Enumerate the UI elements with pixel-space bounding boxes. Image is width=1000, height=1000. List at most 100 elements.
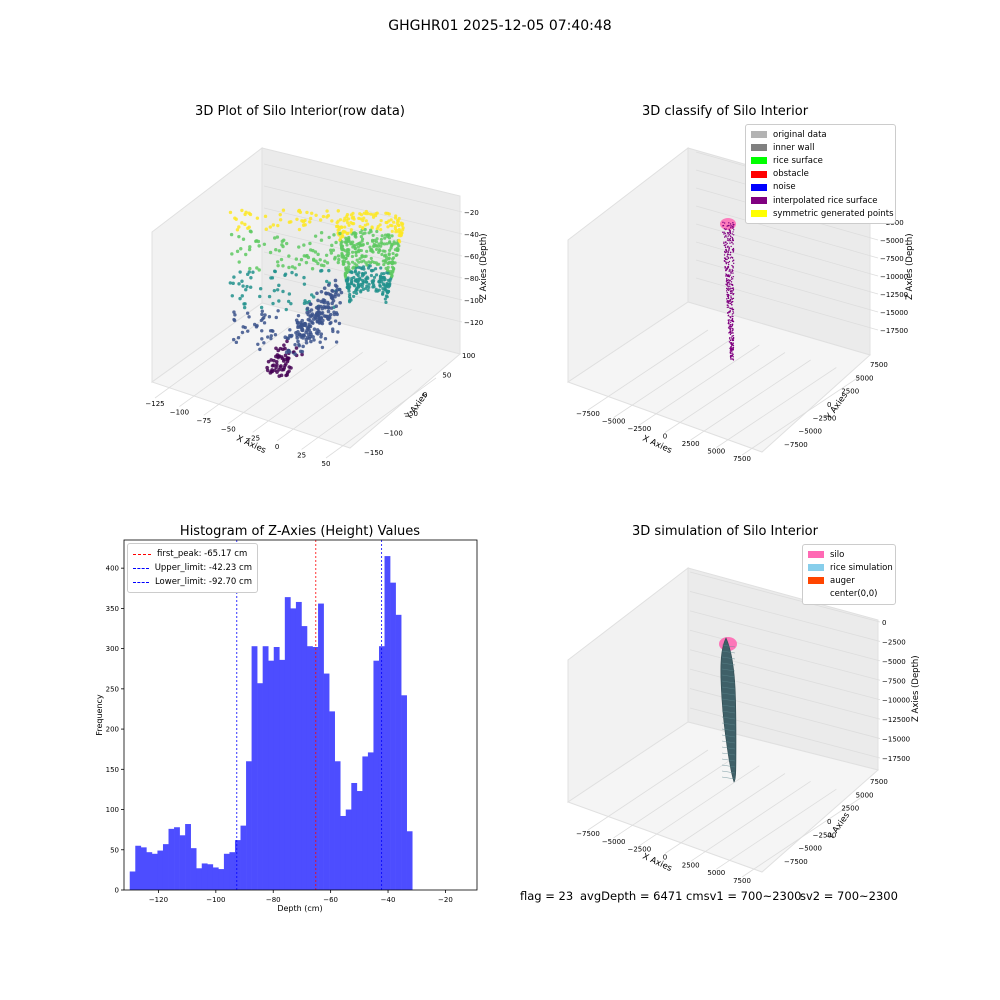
scatter-point	[297, 227, 302, 232]
histogram-legend-entry: Lower_limit: -92.70 cm	[133, 575, 252, 589]
scatter-point	[260, 309, 265, 313]
surface-point	[727, 256, 729, 259]
scatter-point	[346, 268, 350, 272]
scatter-point	[241, 237, 246, 241]
scatter-point	[371, 215, 376, 219]
surface-point	[726, 239, 729, 241]
scatter-point	[249, 276, 253, 280]
scatter-point	[385, 242, 389, 246]
scatter-point	[317, 319, 322, 324]
scatter-point	[362, 259, 366, 263]
axis-tick-label: 2500	[841, 805, 859, 813]
surface-point	[731, 241, 733, 244]
scatter-point	[381, 290, 385, 294]
scatter-point	[260, 312, 264, 317]
scatter-point	[381, 282, 386, 286]
surface-point	[726, 278, 728, 281]
scatter-point	[370, 225, 374, 229]
scatter-point	[347, 223, 351, 227]
scatter-point	[364, 286, 368, 291]
legend-entry: center(0,0)	[808, 588, 890, 601]
axis-tick-label: −120	[464, 319, 483, 327]
surface-point	[729, 307, 732, 310]
scatter-point	[276, 263, 280, 268]
scatter-point	[366, 212, 370, 216]
scatter-point	[329, 248, 333, 252]
legend-entry: rice surface	[751, 154, 890, 167]
scatter-point	[380, 234, 384, 238]
scatter-point	[377, 248, 381, 252]
scatter-point	[337, 287, 342, 292]
axis-tick-label: 0	[423, 391, 427, 399]
histogram-bar	[229, 852, 236, 890]
histogram-bar	[151, 853, 158, 890]
surface-point	[727, 235, 730, 237]
scatter-point	[234, 340, 239, 345]
scatter-point	[366, 288, 370, 292]
scatter-point	[294, 257, 299, 261]
histogram-bar	[329, 711, 335, 890]
scatter-point	[284, 241, 289, 246]
scatter-point	[264, 227, 269, 231]
surface-point	[730, 342, 733, 344]
axis-tick-label: −50	[403, 410, 418, 418]
scatter-point	[367, 282, 371, 286]
scatter-point	[275, 235, 280, 239]
scatter-point	[313, 250, 318, 254]
surface-point	[729, 274, 731, 276]
scatter-point	[232, 318, 237, 323]
interpolated-surface-points	[722, 221, 735, 361]
scatter-point	[355, 258, 359, 262]
scatter-point	[370, 259, 374, 264]
scatter-point	[382, 242, 387, 246]
axis-tick-label: −80	[464, 275, 479, 283]
scatter-point	[308, 315, 313, 319]
scatter-point	[330, 243, 334, 248]
surface-point	[732, 310, 734, 313]
scatter-point	[392, 240, 396, 244]
scatter-point	[333, 283, 338, 288]
legend-entry: symmetric generated points	[751, 207, 894, 220]
scatter-point	[358, 212, 362, 216]
surface-point	[724, 250, 726, 253]
y-tick-label: 350	[106, 605, 119, 613]
scatter-point	[365, 241, 370, 246]
histogram-bar	[273, 647, 280, 890]
scatter-point	[351, 245, 355, 249]
surface-point	[729, 299, 731, 302]
scatter-point	[387, 236, 392, 240]
scatter-point	[383, 297, 387, 301]
scatter-point	[343, 249, 347, 253]
scatter-point	[383, 236, 387, 240]
surface-point	[722, 224, 725, 227]
histogram-bar	[234, 840, 241, 890]
surface-point	[732, 250, 735, 252]
scatter-point	[354, 250, 358, 255]
scatter-point	[315, 328, 320, 332]
scatter-point	[248, 285, 253, 289]
surface-point	[727, 275, 730, 277]
surface-point	[729, 347, 731, 350]
scatter-point	[352, 265, 356, 269]
scatter-point	[278, 218, 283, 222]
axis-tick-label: −5000	[602, 838, 626, 846]
scatter-point	[311, 321, 315, 325]
scatter-point	[290, 265, 295, 269]
scatter-point	[311, 248, 315, 253]
scatter-point	[262, 341, 266, 345]
scatter-point	[271, 329, 275, 333]
axis-tick-label: 50	[322, 460, 331, 468]
axis-tick-label: −2500	[813, 414, 837, 422]
scatter-point	[345, 212, 350, 217]
surface-point	[723, 222, 726, 224]
surface-point	[731, 338, 733, 341]
scatter-point	[297, 342, 301, 347]
scatter-point	[354, 287, 359, 291]
scatter-point	[345, 253, 349, 257]
surface-point	[727, 266, 730, 269]
surface-point	[731, 307, 733, 309]
scatter-point	[346, 265, 351, 269]
scatter-point	[336, 254, 341, 258]
surface-point	[723, 233, 725, 235]
histogram-bar	[135, 845, 142, 890]
